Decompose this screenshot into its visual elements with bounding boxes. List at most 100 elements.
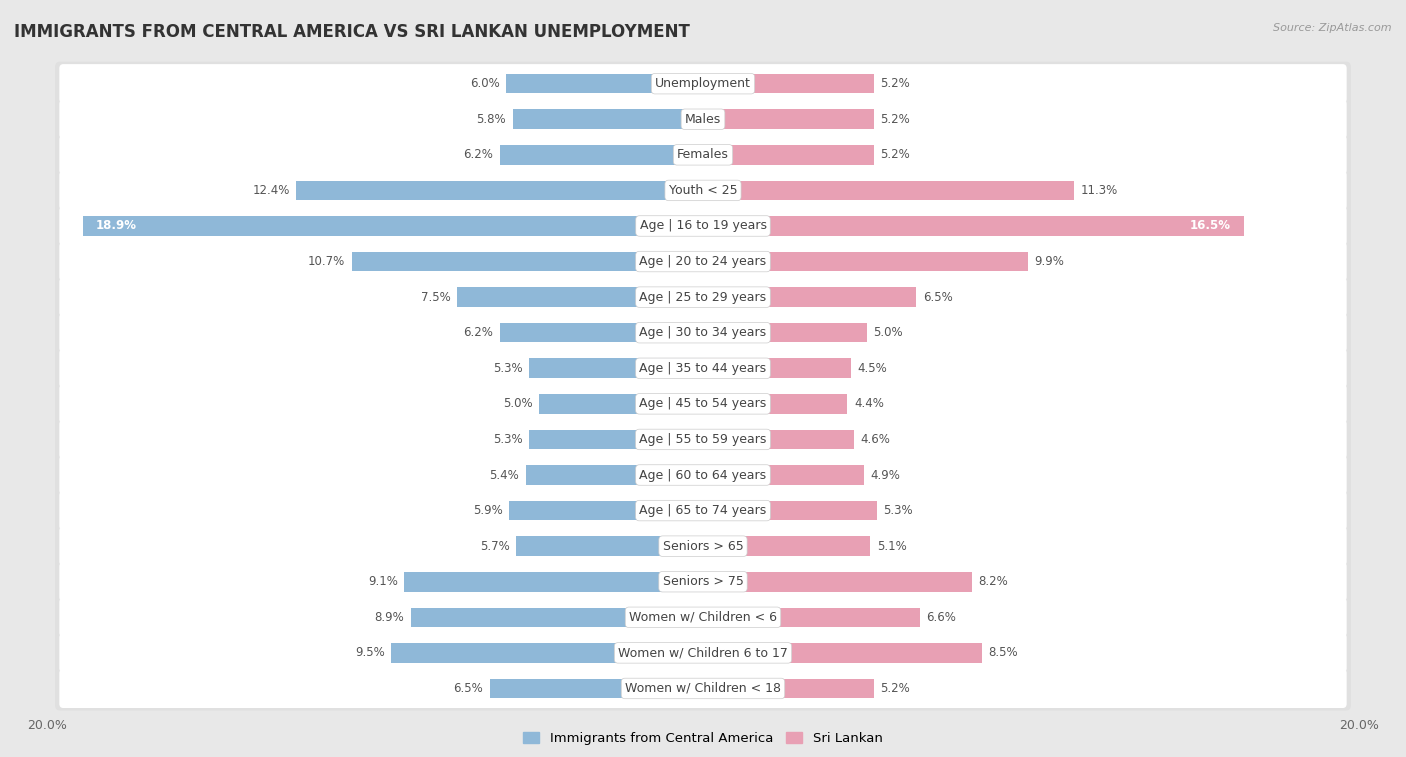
Text: Women w/ Children < 6: Women w/ Children < 6 (628, 611, 778, 624)
Text: 8.2%: 8.2% (979, 575, 1008, 588)
Bar (457, 288, 703, 307)
FancyBboxPatch shape (55, 382, 1351, 426)
Bar (509, 501, 703, 520)
Text: Seniors > 75: Seniors > 75 (662, 575, 744, 588)
FancyBboxPatch shape (59, 313, 1347, 352)
Text: 5.7%: 5.7% (479, 540, 509, 553)
Text: 6.2%: 6.2% (463, 326, 494, 339)
Text: 5.3%: 5.3% (883, 504, 912, 517)
Text: Youth < 25: Youth < 25 (669, 184, 737, 197)
Bar (703, 359, 851, 378)
Text: IMMIGRANTS FROM CENTRAL AMERICA VS SRI LANKAN UNEMPLOYMENT: IMMIGRANTS FROM CENTRAL AMERICA VS SRI L… (14, 23, 690, 41)
Text: 11.3%: 11.3% (1080, 184, 1118, 197)
Text: 4.5%: 4.5% (858, 362, 887, 375)
Text: 8.9%: 8.9% (375, 611, 405, 624)
Text: Age | 20 to 24 years: Age | 20 to 24 years (640, 255, 766, 268)
Text: Women w/ Children < 18: Women w/ Children < 18 (626, 682, 780, 695)
FancyBboxPatch shape (59, 634, 1347, 672)
Text: 10.7%: 10.7% (308, 255, 346, 268)
FancyBboxPatch shape (59, 456, 1347, 494)
Text: 5.9%: 5.9% (474, 504, 503, 517)
Bar (499, 145, 703, 164)
FancyBboxPatch shape (59, 278, 1347, 316)
Text: Unemployment: Unemployment (655, 77, 751, 90)
FancyBboxPatch shape (59, 207, 1347, 245)
Bar (703, 74, 873, 93)
Bar (83, 217, 703, 235)
Text: Age | 45 to 54 years: Age | 45 to 54 years (640, 397, 766, 410)
Text: 5.0%: 5.0% (873, 326, 903, 339)
FancyBboxPatch shape (59, 598, 1347, 637)
Text: 5.2%: 5.2% (880, 77, 910, 90)
Text: 4.4%: 4.4% (853, 397, 884, 410)
Bar (703, 323, 868, 342)
Text: 5.2%: 5.2% (880, 148, 910, 161)
Bar (538, 394, 703, 413)
Bar (703, 643, 981, 662)
Text: Source: ZipAtlas.com: Source: ZipAtlas.com (1274, 23, 1392, 33)
Bar (513, 110, 703, 129)
Legend: Immigrants from Central America, Sri Lankan: Immigrants from Central America, Sri Lan… (519, 727, 887, 750)
Text: 6.6%: 6.6% (927, 611, 956, 624)
FancyBboxPatch shape (59, 491, 1347, 530)
FancyBboxPatch shape (55, 417, 1351, 462)
Bar (499, 323, 703, 342)
Text: 5.2%: 5.2% (880, 682, 910, 695)
Text: 5.2%: 5.2% (880, 113, 910, 126)
Text: 4.6%: 4.6% (860, 433, 890, 446)
FancyBboxPatch shape (55, 239, 1351, 284)
FancyBboxPatch shape (59, 242, 1347, 281)
FancyBboxPatch shape (55, 61, 1351, 106)
Bar (703, 679, 873, 698)
FancyBboxPatch shape (55, 488, 1351, 533)
Text: 9.9%: 9.9% (1035, 255, 1064, 268)
FancyBboxPatch shape (55, 453, 1351, 497)
FancyBboxPatch shape (59, 136, 1347, 174)
Text: 18.9%: 18.9% (96, 220, 136, 232)
Bar (703, 217, 1244, 235)
Text: Women w/ Children 6 to 17: Women w/ Children 6 to 17 (619, 646, 787, 659)
Bar (703, 430, 853, 449)
FancyBboxPatch shape (59, 171, 1347, 210)
Text: 5.4%: 5.4% (489, 469, 519, 481)
Text: 6.2%: 6.2% (463, 148, 494, 161)
FancyBboxPatch shape (55, 275, 1351, 319)
Text: 16.5%: 16.5% (1191, 220, 1232, 232)
Text: Seniors > 65: Seniors > 65 (662, 540, 744, 553)
Text: 7.5%: 7.5% (420, 291, 450, 304)
FancyBboxPatch shape (55, 666, 1351, 711)
Bar (529, 359, 703, 378)
Text: Males: Males (685, 113, 721, 126)
FancyBboxPatch shape (59, 100, 1347, 139)
Text: Females: Females (678, 148, 728, 161)
FancyBboxPatch shape (59, 562, 1347, 601)
Text: 9.1%: 9.1% (368, 575, 398, 588)
FancyBboxPatch shape (55, 132, 1351, 177)
Text: Age | 30 to 34 years: Age | 30 to 34 years (640, 326, 766, 339)
Bar (506, 74, 703, 93)
Bar (297, 181, 703, 200)
Text: 6.5%: 6.5% (454, 682, 484, 695)
Bar (352, 252, 703, 271)
FancyBboxPatch shape (55, 559, 1351, 604)
FancyBboxPatch shape (59, 349, 1347, 388)
FancyBboxPatch shape (59, 64, 1347, 103)
Text: 4.9%: 4.9% (870, 469, 900, 481)
Bar (703, 394, 848, 413)
Bar (516, 537, 703, 556)
Bar (529, 430, 703, 449)
Bar (411, 608, 703, 627)
FancyBboxPatch shape (55, 524, 1351, 569)
FancyBboxPatch shape (59, 420, 1347, 459)
Text: Age | 35 to 44 years: Age | 35 to 44 years (640, 362, 766, 375)
Bar (526, 466, 703, 484)
Bar (405, 572, 703, 591)
Text: Age | 16 to 19 years: Age | 16 to 19 years (640, 220, 766, 232)
Text: Age | 25 to 29 years: Age | 25 to 29 years (640, 291, 766, 304)
Text: Age | 60 to 64 years: Age | 60 to 64 years (640, 469, 766, 481)
Text: 5.0%: 5.0% (503, 397, 533, 410)
Text: 5.1%: 5.1% (877, 540, 907, 553)
FancyBboxPatch shape (55, 595, 1351, 640)
Bar (703, 252, 1028, 271)
Text: 5.3%: 5.3% (494, 362, 523, 375)
